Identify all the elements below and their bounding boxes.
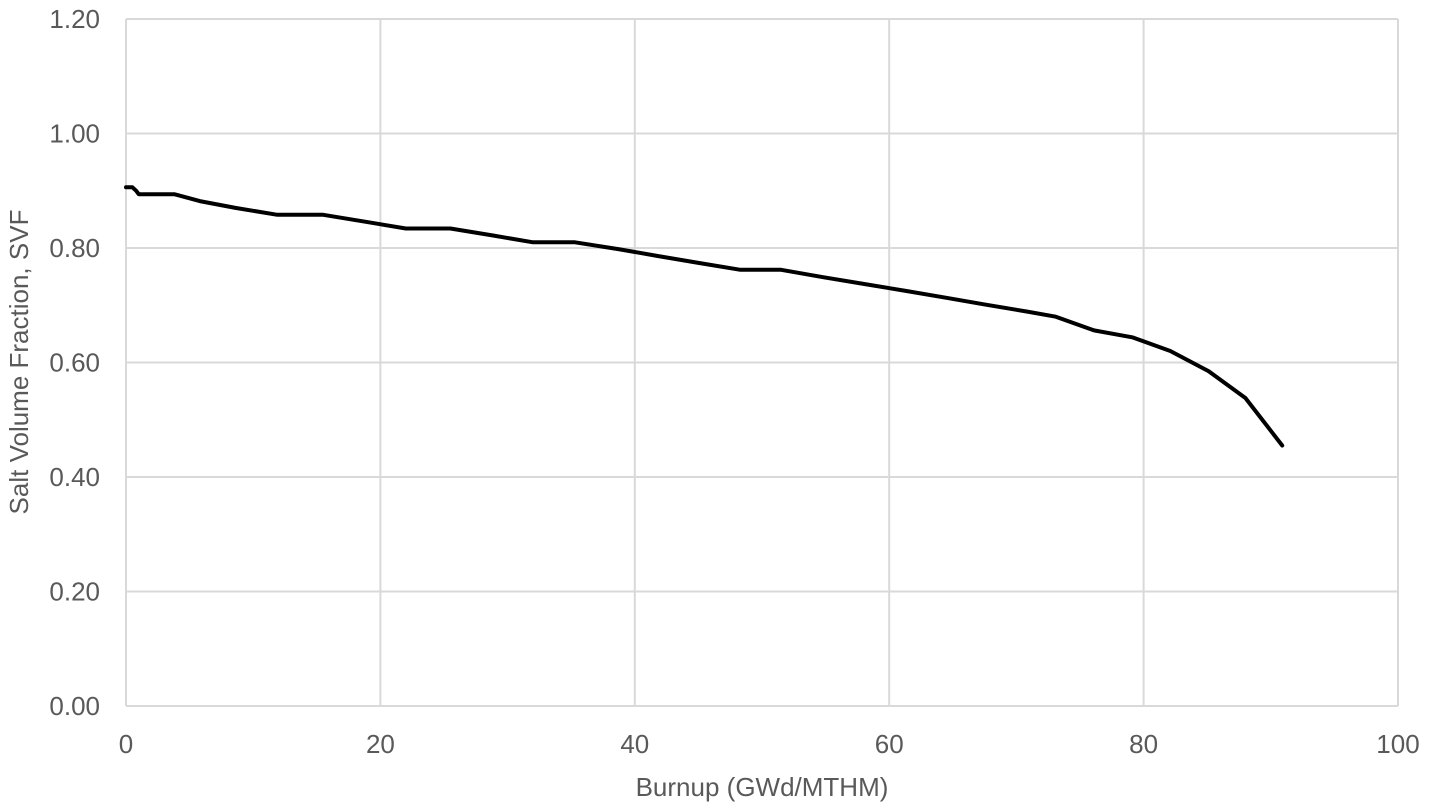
x-axis-title: Burnup (GWd/MTHM) — [636, 772, 889, 802]
x-tick-label: 40 — [620, 729, 649, 759]
y-tick-label: 0.20 — [49, 577, 100, 607]
series-line-0 — [124, 185, 1285, 448]
x-axis-ticks: 0 20 40 60 80 100 — [119, 729, 1420, 759]
x-tick-label: 20 — [366, 729, 395, 759]
y-tick-label: 1.00 — [49, 119, 100, 149]
x-tick-label: 100 — [1376, 729, 1419, 759]
y-tick-label: 0.60 — [49, 348, 100, 378]
x-tick-label: 60 — [875, 729, 904, 759]
gridlines — [125, 18, 1399, 707]
series-group — [124, 185, 1285, 448]
y-tick-label: 0.40 — [49, 462, 100, 492]
y-axis-ticks: 0.00 0.20 0.40 0.60 0.80 1.00 1.20 — [49, 4, 100, 721]
x-tick-label: 80 — [1129, 729, 1158, 759]
y-tick-label: 0.00 — [49, 691, 100, 721]
y-tick-label: 1.20 — [49, 4, 100, 34]
x-tick-label: 0 — [119, 729, 133, 759]
y-tick-label: 0.80 — [49, 233, 100, 263]
y-axis-title: Salt Volume Fraction, SVF — [4, 210, 34, 515]
